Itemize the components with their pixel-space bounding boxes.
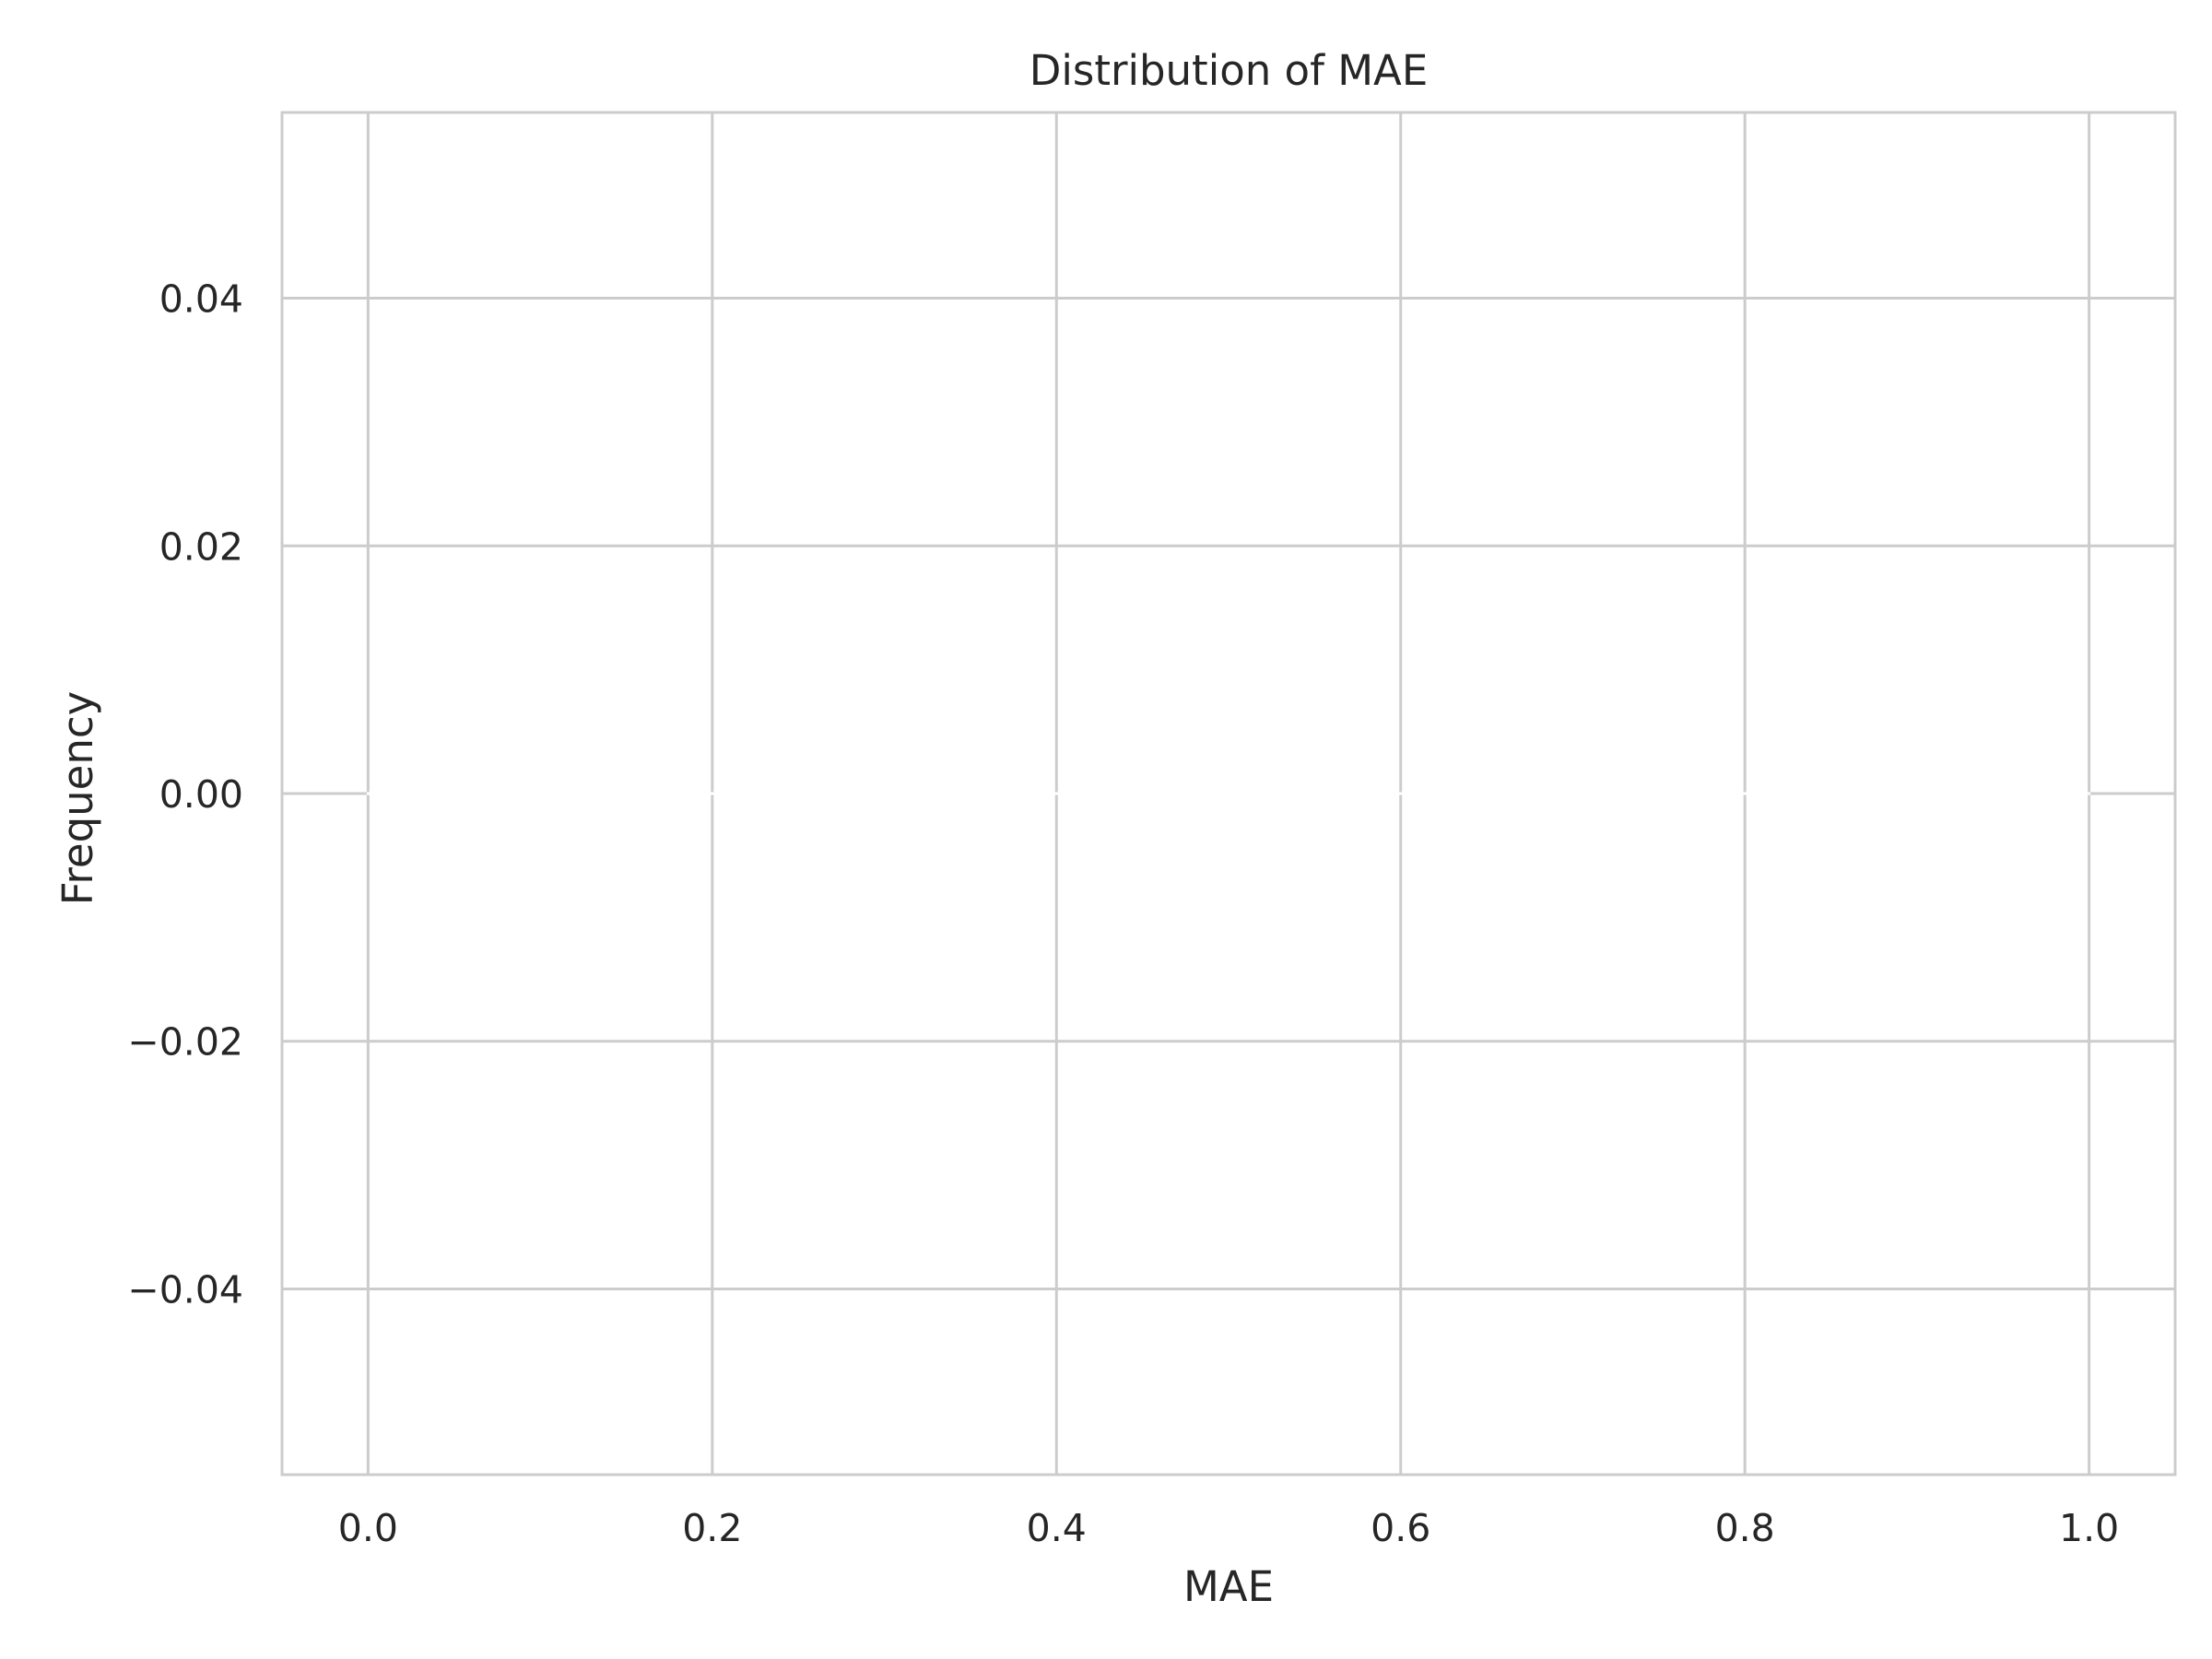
- y-tick-labels: −0.04 −0.02 0.00 0.02 0.04: [127, 277, 243, 1312]
- y-tick-label: 0.04: [159, 277, 243, 322]
- plot-area-frame: [280, 111, 2177, 1477]
- x-tick-label: 0.6: [1371, 1506, 1430, 1550]
- y-tick-label: −0.02: [127, 1020, 243, 1065]
- y-tick-label: 0.00: [159, 772, 243, 817]
- y-tick-label: 0.02: [159, 524, 243, 569]
- chart-title: Distribution of MAE: [1030, 46, 1429, 95]
- x-tick-label: 0.4: [1027, 1506, 1087, 1550]
- x-tick-label: 0.2: [682, 1506, 742, 1550]
- x-axis-label: MAE: [1183, 1562, 1274, 1611]
- x-tick-label: 0.0: [338, 1506, 398, 1550]
- y-axis-label: Frequency: [53, 691, 102, 905]
- x-tick-label: 1.0: [2059, 1506, 2119, 1550]
- y-tick-label: −0.04: [127, 1267, 243, 1312]
- x-tick-label: 0.8: [1715, 1506, 1775, 1550]
- x-tick-labels: 0.0 0.2 0.4 0.6 0.8 1.0: [338, 1506, 2119, 1550]
